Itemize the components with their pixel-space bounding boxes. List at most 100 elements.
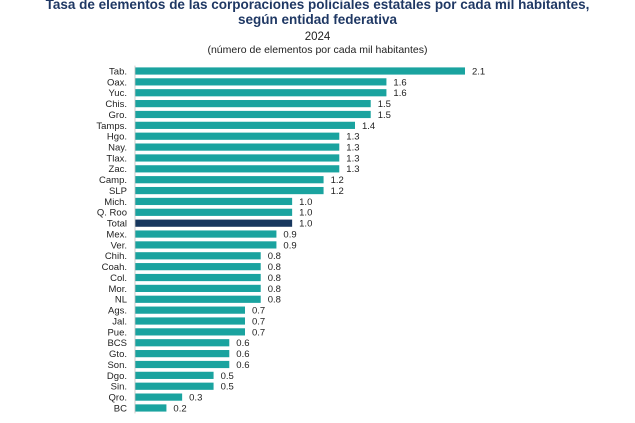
value-label-pue: 0.7 xyxy=(252,327,265,338)
bar-bc xyxy=(135,404,167,412)
category-label-mor: Mor. xyxy=(109,284,127,295)
category-label-camp: Camp. xyxy=(99,175,127,186)
category-label-dgo: Dgo. xyxy=(107,371,127,382)
bar-coah xyxy=(135,263,261,271)
value-label-bc: 0.2 xyxy=(173,403,186,414)
value-label-chih: 0.8 xyxy=(268,251,281,262)
bar-son xyxy=(135,360,230,369)
value-label-nay: 1.3 xyxy=(346,142,359,153)
bar-camp xyxy=(135,176,324,184)
bar-dgo xyxy=(135,371,214,379)
value-label-oax: 1.6 xyxy=(393,77,406,88)
category-label-ags: Ags. xyxy=(108,306,127,317)
bar-nay xyxy=(135,143,340,151)
category-label-jal: Jal. xyxy=(112,316,127,327)
value-label-son: 0.6 xyxy=(236,360,249,371)
value-label-ags: 0.7 xyxy=(252,306,265,317)
bar-ver xyxy=(135,241,277,249)
value-label-bcs: 0.6 xyxy=(236,338,249,349)
value-label-tlax: 1.3 xyxy=(346,153,359,164)
category-label-son: Son. xyxy=(107,360,127,371)
category-label-tab: Tab. xyxy=(109,66,127,77)
value-label-chis: 1.5 xyxy=(378,99,391,110)
bar-bcs xyxy=(135,339,230,347)
bar-zac xyxy=(135,165,340,173)
value-label-tab: 2.1 xyxy=(472,66,485,77)
value-label-mor: 0.8 xyxy=(268,284,281,295)
bar-tamps xyxy=(135,121,355,129)
bar-sin xyxy=(135,382,214,390)
chart-title: Tasa de elementos de las corporaciones p… xyxy=(45,0,590,12)
category-label-gto: Gto. xyxy=(109,349,127,360)
value-label-gto: 0.6 xyxy=(236,349,249,360)
category-label-chih: Chih. xyxy=(105,251,127,262)
category-label-q-roo: Q. Roo xyxy=(97,208,127,219)
bar-q-roo xyxy=(135,208,293,216)
bar-col xyxy=(135,273,261,282)
value-label-hgo: 1.3 xyxy=(346,132,359,143)
value-label-camp: 1.2 xyxy=(331,175,344,186)
category-label-ver: Ver. xyxy=(111,240,127,251)
bar-mex xyxy=(135,230,277,238)
bar-slp xyxy=(135,186,324,195)
value-label-q-roo: 1.0 xyxy=(299,208,312,219)
value-label-nl: 0.8 xyxy=(268,295,281,306)
category-label-sin: Sin. xyxy=(111,382,127,393)
category-label-mich: Mich. xyxy=(104,197,127,208)
category-label-qro: Qro. xyxy=(109,393,127,404)
category-label-coah: Coah. xyxy=(102,262,127,273)
category-label-nl: NL xyxy=(115,295,127,306)
bar-gto xyxy=(135,350,230,358)
bar-tlax xyxy=(135,154,340,162)
category-label-zac: Zac. xyxy=(109,164,127,175)
category-label-nay: Nay. xyxy=(108,142,127,153)
category-label-gro: Gro. xyxy=(109,110,127,121)
value-label-mich: 1.0 xyxy=(299,197,312,208)
value-label-slp: 1.2 xyxy=(331,186,344,197)
value-label-ver: 0.9 xyxy=(283,240,296,251)
category-label-yuc: Yuc. xyxy=(109,88,128,99)
bar-total xyxy=(135,219,293,227)
value-label-tamps: 1.4 xyxy=(362,121,375,132)
value-label-qro: 0.3 xyxy=(189,393,202,404)
category-label-oax: Oax. xyxy=(107,77,127,88)
value-label-jal: 0.7 xyxy=(252,316,265,327)
category-label-tamps: Tamps. xyxy=(96,121,127,132)
value-label-gro: 1.5 xyxy=(378,110,391,121)
value-label-sin: 0.5 xyxy=(221,382,234,393)
bar-hgo xyxy=(135,132,340,140)
bar-gro xyxy=(135,110,371,119)
value-label-zac: 1.3 xyxy=(346,164,359,175)
value-label-dgo: 0.5 xyxy=(221,371,234,382)
value-label-col: 0.8 xyxy=(268,273,281,284)
chart-title-line-2: según entidad federativa xyxy=(237,12,398,27)
bar-pue xyxy=(135,328,245,336)
category-label-chis: Chis. xyxy=(105,99,127,110)
category-label-total: Total xyxy=(107,219,127,230)
bar-jal xyxy=(135,317,245,325)
category-label-pue: Pue. xyxy=(107,327,127,338)
bar-qro xyxy=(135,393,183,401)
bar-tab xyxy=(135,67,465,75)
category-label-tlax: Tlax. xyxy=(106,153,127,164)
bar-oax xyxy=(135,78,387,86)
chart-unit-note: (número de elementos por cada mil habita… xyxy=(207,44,428,56)
category-label-bc: BC xyxy=(114,403,127,414)
category-label-bcs: BCS xyxy=(107,338,127,349)
bar-nl xyxy=(135,295,261,303)
bar-yuc xyxy=(135,89,387,97)
category-label-mex: Mex. xyxy=(106,229,127,240)
value-label-yuc: 1.6 xyxy=(393,88,406,99)
chart-subtitle: 2024 xyxy=(304,31,331,43)
category-label-hgo: Hgo. xyxy=(107,132,127,143)
bar-ags xyxy=(135,306,245,314)
bar-chis xyxy=(135,100,371,108)
category-label-col: Col. xyxy=(110,273,127,284)
category-label-slp: SLP xyxy=(109,186,127,197)
value-label-total: 1.0 xyxy=(299,219,312,230)
bar-mich xyxy=(135,197,293,206)
value-label-coah: 0.8 xyxy=(268,262,281,273)
value-label-mex: 0.9 xyxy=(283,229,296,240)
bar-mor xyxy=(135,284,261,292)
